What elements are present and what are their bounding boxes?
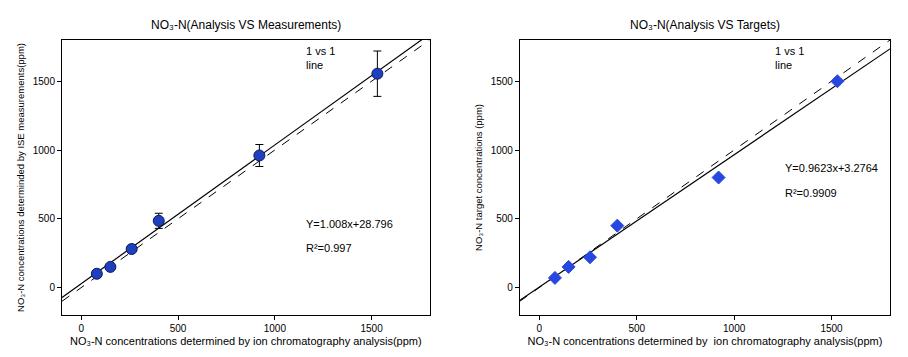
- svg-text:NO₃-N(Analysis VS Measurements: NO₃-N(Analysis VS Measurements): [151, 18, 341, 32]
- svg-text:1000: 1000: [264, 323, 287, 334]
- svg-text:1500: 1500: [820, 323, 843, 334]
- svg-text:NO₃-N concentrations determine: NO₃-N concentrations determined by ion c…: [70, 335, 422, 347]
- svg-text:500: 500: [628, 323, 645, 334]
- svg-text:NO₃-N concentrations determind: NO₃-N concentrations determinded by ISE …: [15, 43, 26, 312]
- svg-text:Y=1.008x+28.796: Y=1.008x+28.796: [306, 218, 393, 230]
- svg-text:1 vs 1line: 1 vs 1line: [775, 45, 804, 71]
- svg-text:NO₃-N target concentrations (p: NO₃-N target concentrations (ppm): [473, 104, 484, 251]
- svg-text:1500: 1500: [491, 76, 514, 87]
- svg-text:0: 0: [79, 323, 85, 334]
- svg-text:0: 0: [49, 282, 55, 293]
- svg-text:500: 500: [38, 213, 55, 224]
- svg-text:1500: 1500: [33, 76, 56, 87]
- svg-text:NO₃-N(Analysis VS Targets): NO₃-N(Analysis VS Targets): [630, 18, 780, 32]
- svg-text:R²=0.997: R²=0.997: [306, 242, 352, 254]
- svg-text:500: 500: [496, 213, 513, 224]
- svg-text:1 vs 1line: 1 vs 1line: [306, 45, 335, 71]
- svg-text:0: 0: [537, 323, 543, 334]
- svg-text:NO₃-N concentrations determine: NO₃-N concentrations determined by ion c…: [528, 335, 883, 347]
- svg-text:Y=0.9623x+3.2764: Y=0.9623x+3.2764: [785, 162, 878, 174]
- svg-text:1000: 1000: [33, 145, 56, 156]
- svg-text:500: 500: [170, 323, 187, 334]
- svg-text:R²=0.9909: R²=0.9909: [785, 187, 837, 199]
- svg-text:1500: 1500: [360, 323, 383, 334]
- svg-text:1000: 1000: [491, 145, 514, 156]
- svg-text:1000: 1000: [723, 323, 746, 334]
- svg-text:0: 0: [507, 282, 513, 293]
